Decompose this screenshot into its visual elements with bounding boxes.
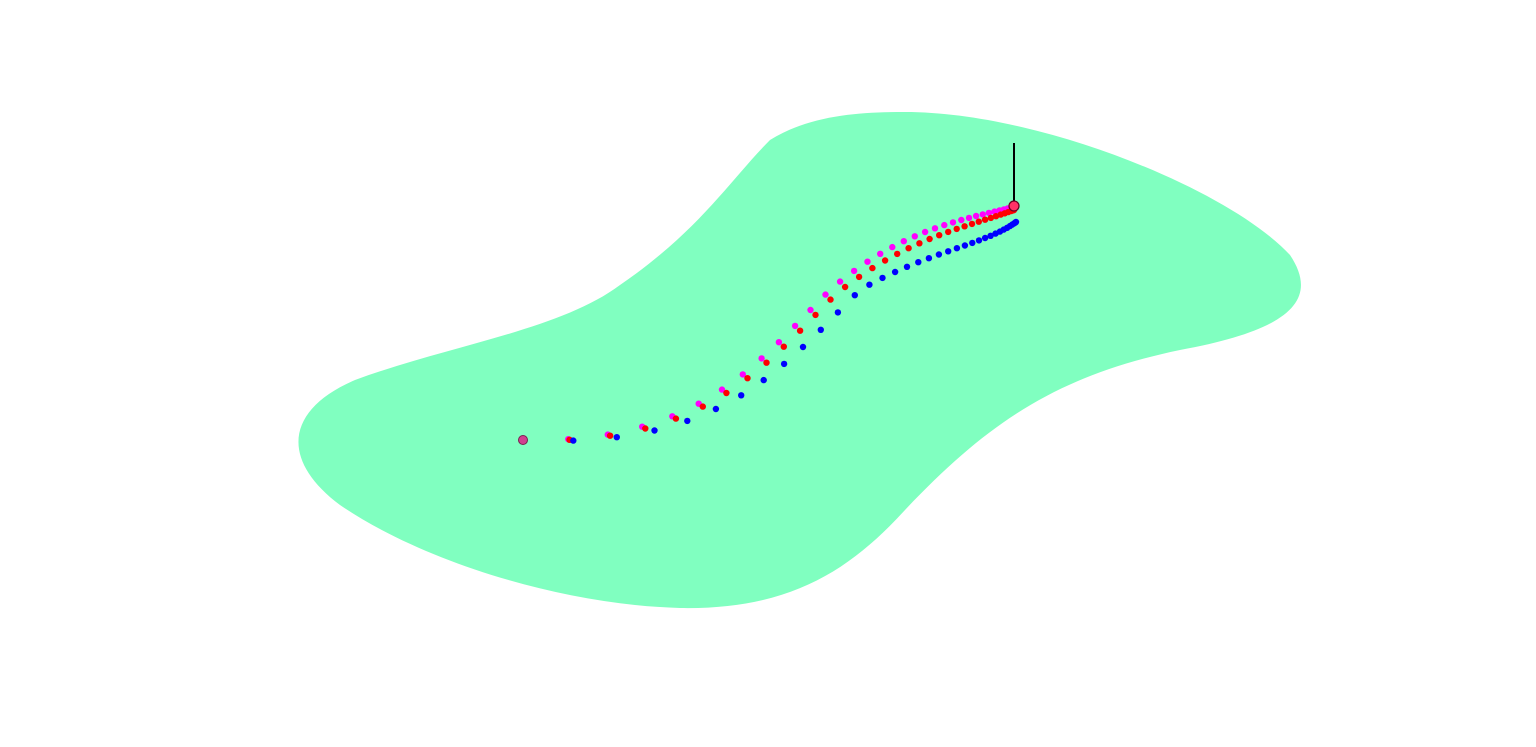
trail-dot bbox=[869, 264, 876, 272]
trail-dot bbox=[985, 209, 993, 217]
start-ball bbox=[518, 435, 528, 445]
trail-dot bbox=[760, 376, 767, 384]
trail-dot bbox=[975, 237, 983, 244]
trail-dot bbox=[879, 274, 886, 282]
trail-dot bbox=[851, 292, 858, 299]
trail-dot bbox=[945, 228, 952, 236]
trail-dot bbox=[738, 392, 745, 399]
trail-dot bbox=[877, 250, 884, 257]
trail-dot bbox=[968, 220, 976, 228]
trail-dot bbox=[834, 309, 842, 316]
trail-dot bbox=[981, 216, 989, 223]
trail-dot bbox=[987, 232, 994, 239]
trail-dot bbox=[775, 339, 783, 346]
trail-dot bbox=[949, 219, 957, 226]
trail-dot bbox=[925, 255, 933, 262]
blue-trail bbox=[519, 218, 1020, 444]
trail-dot bbox=[817, 326, 824, 333]
trail-dot bbox=[763, 359, 770, 366]
trail-dot bbox=[972, 212, 980, 220]
trail-dot bbox=[953, 225, 960, 233]
trail-dot bbox=[936, 232, 943, 239]
trail-dot bbox=[841, 283, 849, 291]
trail-dot bbox=[672, 415, 680, 422]
trail-dot bbox=[780, 360, 788, 368]
trail-dot bbox=[965, 214, 973, 222]
trail-dot bbox=[606, 432, 614, 439]
trail-dot bbox=[881, 257, 889, 264]
trail-dot bbox=[570, 437, 577, 444]
trail-dot bbox=[1012, 218, 1020, 226]
trail-dot bbox=[969, 239, 976, 247]
trail-dot bbox=[836, 278, 844, 285]
trail-dot bbox=[780, 343, 787, 350]
trail-dot bbox=[712, 405, 720, 413]
trail-dot bbox=[723, 389, 730, 397]
trail-dot bbox=[744, 375, 751, 382]
trail-dot bbox=[799, 343, 807, 351]
trail-dot bbox=[796, 327, 804, 334]
trail-dot bbox=[791, 322, 799, 330]
trail-dot bbox=[812, 311, 819, 319]
trail-dot bbox=[905, 245, 912, 252]
trail-dot bbox=[894, 250, 901, 258]
trail-dot bbox=[684, 417, 691, 425]
trail-dot bbox=[945, 248, 952, 255]
trail-dot bbox=[987, 214, 995, 222]
trail-dot bbox=[758, 355, 765, 362]
trail-dot bbox=[699, 403, 706, 410]
trail-dot bbox=[941, 221, 948, 229]
trail-dot bbox=[926, 235, 933, 243]
trail-dot bbox=[651, 427, 658, 434]
trail-dot bbox=[979, 211, 986, 218]
trail-dot bbox=[961, 242, 969, 249]
trail-dot bbox=[958, 216, 965, 224]
trail-dot bbox=[642, 425, 649, 432]
trail-dot bbox=[915, 259, 922, 266]
trail-dot bbox=[739, 371, 746, 378]
trail-dot bbox=[935, 251, 943, 258]
trail-dot bbox=[961, 223, 968, 230]
trail-dot bbox=[822, 291, 829, 298]
trail-dot bbox=[911, 233, 918, 240]
trail-dot bbox=[903, 263, 911, 270]
trail-dot bbox=[975, 218, 982, 225]
trail-dot bbox=[916, 240, 923, 247]
putting-green bbox=[298, 112, 1301, 609]
trail-dot bbox=[807, 306, 814, 314]
hole-ball bbox=[1008, 200, 1020, 212]
trail-dot bbox=[891, 268, 899, 276]
trail-dot bbox=[864, 258, 871, 265]
trail-dot bbox=[953, 245, 961, 252]
trail-dot bbox=[889, 243, 896, 251]
trail-dot bbox=[866, 281, 873, 288]
trail-dot bbox=[981, 234, 989, 242]
trail-dot bbox=[855, 273, 863, 281]
trail-dot bbox=[613, 434, 620, 441]
trail-dot bbox=[827, 296, 834, 303]
trail-dot bbox=[921, 228, 929, 236]
trail-dot bbox=[900, 238, 907, 245]
trail-dot bbox=[931, 225, 939, 232]
trail-dot bbox=[850, 267, 858, 275]
trail-dot bbox=[718, 386, 726, 393]
